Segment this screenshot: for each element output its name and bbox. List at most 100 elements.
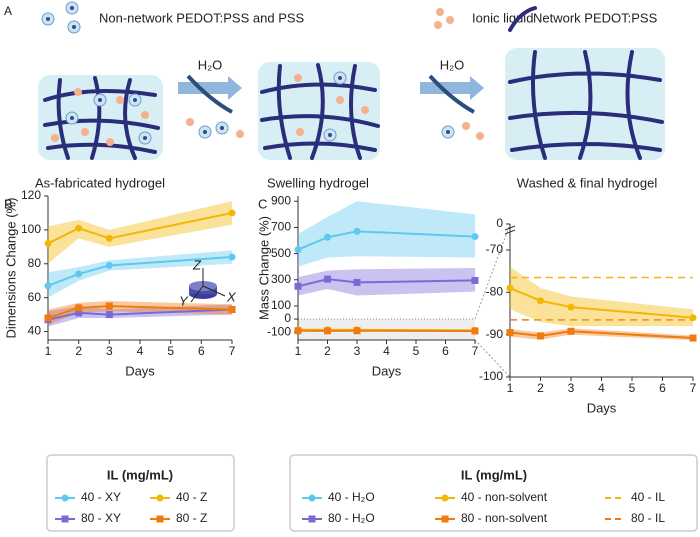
legend-label: 80 - H₂O (328, 511, 375, 525)
point (294, 246, 302, 254)
legend-marker (156, 515, 164, 523)
point (105, 311, 113, 319)
y-tick-label: 900 (271, 193, 291, 207)
arrow-label: H₂O (440, 57, 465, 72)
particles (186, 118, 244, 139)
x-tick-label: 3 (354, 344, 361, 358)
point (75, 309, 83, 317)
line (509, 330, 694, 340)
legend-label: 40 - XY (81, 490, 121, 504)
y-tick-label: -80 (486, 284, 504, 298)
icon-label: Z (192, 257, 202, 272)
particles (65, 93, 152, 145)
legend-marker (61, 515, 69, 523)
legend-text: Ionic liquid (472, 10, 533, 25)
y-tick-label: 40 (28, 324, 42, 338)
band (48, 304, 232, 327)
band (48, 250, 232, 298)
y-tick-label: 120 (21, 188, 41, 202)
arrow (428, 74, 475, 114)
y-tick-label: 500 (271, 246, 291, 260)
point (324, 275, 331, 283)
ionic-liquid (294, 74, 369, 136)
icon (46, 17, 50, 21)
zoom-connector (474, 339, 511, 378)
legend-marker (308, 494, 316, 502)
x-tick-label: 4 (137, 344, 144, 358)
point (228, 253, 236, 261)
y-tick-label: 80 (28, 256, 42, 270)
zoom-connector (474, 223, 511, 320)
panel-label: A (4, 4, 12, 18)
point (294, 282, 302, 290)
y-tick-label: 300 (271, 272, 291, 286)
point (353, 227, 361, 235)
band (510, 328, 693, 341)
point (324, 233, 331, 241)
point (105, 234, 113, 242)
point (44, 239, 52, 247)
panel-label: B (4, 196, 13, 211)
x-tick-label: 2 (75, 344, 82, 358)
legend-box (46, 454, 235, 532)
point (471, 276, 479, 284)
icon (70, 6, 74, 10)
band (510, 266, 693, 327)
legend-marker (61, 494, 69, 502)
network (260, 63, 380, 160)
y-tick-label: 0 (284, 311, 291, 325)
point (105, 261, 113, 269)
x-tick-label: 7 (690, 381, 697, 395)
y-tick-label: 0 (496, 216, 503, 230)
particles (441, 122, 484, 140)
icon-label: X (226, 289, 237, 304)
point (324, 327, 331, 335)
x-tick-label: 1 (507, 381, 514, 395)
ionic-liquid (51, 88, 149, 146)
legend-label: 80 - non-solvent (461, 511, 548, 525)
y-tick-label: 60 (28, 290, 42, 304)
point (75, 270, 83, 278)
point (228, 306, 236, 314)
point (567, 327, 575, 335)
line (47, 308, 233, 321)
x-tick-label: 5 (413, 344, 420, 358)
point (471, 327, 479, 335)
point (44, 282, 52, 290)
y-tick-label: 100 (271, 298, 291, 312)
line (297, 278, 476, 288)
point (689, 314, 697, 322)
legend-label: 80 - XY (81, 511, 121, 525)
y-tick-label: 100 (21, 222, 41, 236)
x-tick-label: 4 (383, 344, 390, 358)
icon-axes (190, 268, 226, 303)
legend-text: Network PEDOT:PSS (533, 10, 658, 25)
x-tick-label: 5 (167, 344, 174, 358)
legend-text: Non-network PEDOT:PSS and PSS (99, 10, 305, 25)
legend-label: 40 - IL (631, 490, 665, 504)
particles (323, 71, 347, 142)
stage-label: As-fabricated hydrogel (35, 175, 165, 190)
point (567, 303, 575, 311)
x-axis-label: Days (587, 400, 617, 415)
x-tick-label: 6 (198, 344, 205, 358)
point (228, 209, 236, 217)
point (537, 332, 544, 340)
legend-title: IL (mg/mL) (107, 467, 173, 482)
y-tick-label: -100 (267, 324, 291, 338)
point (44, 314, 52, 322)
x-tick-label: 3 (568, 381, 575, 395)
x-tick-label: 2 (537, 381, 544, 395)
y-axis-label: Dimensions Change (%) (3, 198, 18, 339)
x-tick-label: 2 (324, 344, 331, 358)
stage-label: Washed & final hydrogel (517, 175, 658, 190)
icon (508, 6, 537, 32)
x-tick-label: 4 (598, 381, 605, 395)
y-tick-label: -70 (486, 242, 504, 256)
legend-label: 40 - non-solvent (461, 490, 548, 504)
x-tick-label: 1 (295, 344, 302, 358)
point (75, 304, 83, 312)
x-tick-label: 1 (45, 344, 52, 358)
point (353, 278, 361, 286)
